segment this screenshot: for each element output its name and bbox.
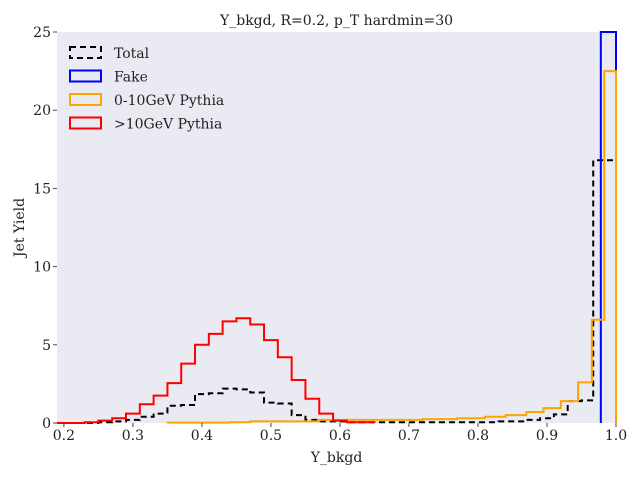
- y-tick-label: 15: [33, 181, 51, 197]
- series-total: [57, 159, 617, 424]
- x-tick-label: 0.7: [398, 428, 420, 444]
- legend-swatch: [69, 69, 102, 83]
- chart-title: Y_bkgd, R=0.2, p_T hardmin=30: [219, 13, 453, 29]
- x-tick-label: 1.0: [605, 428, 627, 444]
- legend-entry-label: >10GeV Pythia: [114, 117, 222, 133]
- series-0-10gev-pythia: [166, 70, 617, 424]
- x-tick-label: 0.6: [329, 428, 351, 444]
- legend-entry-label: Total: [114, 46, 150, 62]
- y-tick-label: 0: [42, 416, 51, 432]
- x-tick-label: 0.4: [191, 428, 213, 444]
- y-tick-label: 10: [33, 260, 51, 276]
- legend-swatch: [69, 93, 102, 106]
- x-tick-label: 0.5: [260, 428, 282, 444]
- y-tick-label: 5: [42, 338, 51, 354]
- x-tick-label: 0.3: [122, 428, 144, 444]
- plot-area: [57, 32, 616, 423]
- y-axis-label: Jet Yield: [12, 198, 28, 259]
- legend-entry-label: 0-10GeV Pythia: [114, 93, 224, 109]
- legend-entry-label: Fake: [114, 70, 148, 86]
- x-tick-label: 0.9: [536, 428, 558, 444]
- series-layer: [57, 31, 617, 424]
- legend-swatch: [69, 46, 102, 59]
- legend-swatch: [69, 116, 102, 130]
- x-tick-label: 0.2: [53, 428, 75, 444]
- y-tick-label: 20: [33, 103, 51, 119]
- x-axis-label: Y_bkgd: [310, 450, 363, 466]
- axis-layer: 0.2 0.3 0.4 0.5 0.6 0.7 0.8 0.9 1.0 0 5 10 15 20 25: [33, 25, 627, 444]
- legend: Total Fake 0-10GeV Pythia >10GeV Pythia: [69, 46, 224, 133]
- series--10gev-pythia: [57, 317, 376, 424]
- y-tick-label: 25: [33, 25, 51, 41]
- x-tick-label: 0.8: [467, 428, 489, 444]
